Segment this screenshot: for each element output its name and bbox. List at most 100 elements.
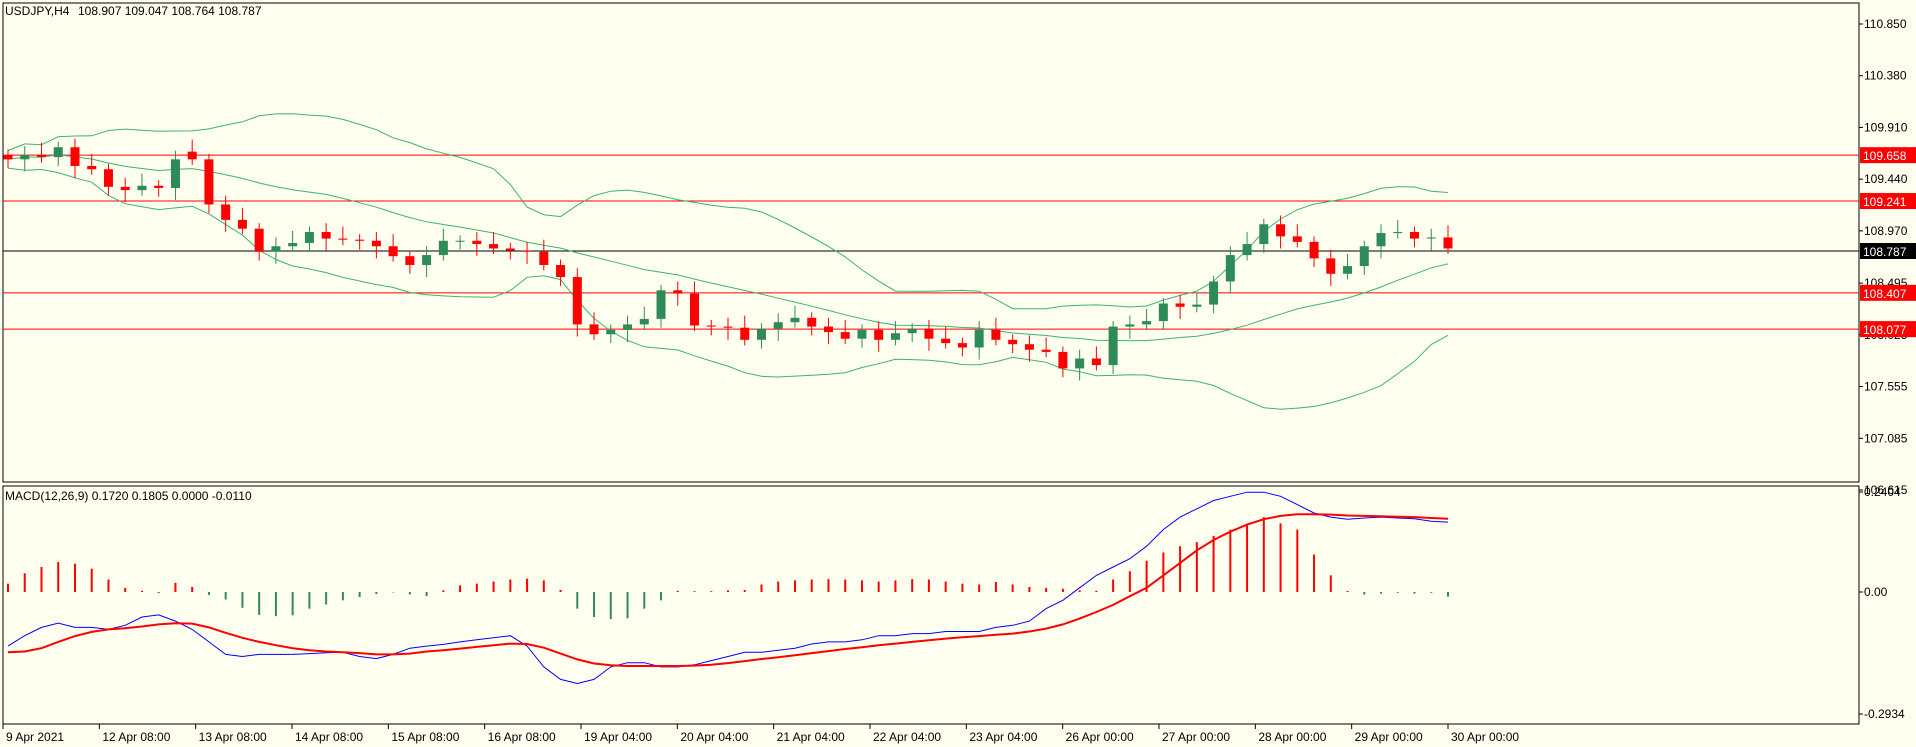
candle[interactable] (355, 234, 365, 250)
candle[interactable] (823, 317, 833, 345)
candle[interactable] (974, 321, 984, 360)
candle[interactable] (639, 306, 649, 330)
candle[interactable] (1343, 253, 1353, 280)
candle[interactable] (1125, 315, 1135, 339)
candle[interactable] (690, 281, 700, 331)
candle[interactable] (606, 324, 616, 344)
candle[interactable] (36, 142, 46, 163)
candle[interactable] (1326, 249, 1336, 286)
candle[interactable] (991, 317, 1001, 346)
candle[interactable] (522, 241, 532, 264)
candle[interactable] (957, 337, 967, 357)
time-axis-label: 19 Apr 04:00 (584, 730, 652, 744)
level-price-label: 109.241 (1863, 195, 1907, 209)
candle[interactable] (1209, 275, 1219, 314)
candle[interactable] (756, 323, 766, 349)
candle[interactable] (1192, 292, 1202, 313)
candle[interactable] (388, 234, 398, 262)
candle[interactable] (656, 284, 666, 328)
candle[interactable] (673, 281, 683, 306)
macd-panel[interactable]: 0.2404 0.00 -0.2934 (2, 485, 1905, 725)
candle[interactable] (103, 163, 113, 196)
candle[interactable] (338, 226, 348, 246)
candle[interactable] (790, 305, 800, 328)
candle[interactable] (1242, 231, 1252, 261)
candle[interactable] (1309, 236, 1319, 268)
candle[interactable] (1225, 246, 1235, 294)
candle[interactable] (288, 230, 298, 252)
candle[interactable] (1024, 335, 1034, 362)
candle-body (70, 147, 80, 166)
candle[interactable] (1091, 346, 1101, 371)
candle[interactable] (740, 315, 750, 346)
candle[interactable] (539, 239, 549, 271)
candle[interactable] (137, 173, 147, 196)
candle[interactable] (405, 250, 415, 274)
candle[interactable] (438, 228, 448, 261)
candle[interactable] (1075, 349, 1085, 381)
candle[interactable] (1443, 225, 1453, 254)
candle[interactable] (1058, 346, 1068, 378)
time-axis-label: 23 Apr 04:00 (969, 730, 1037, 744)
candle[interactable] (170, 150, 180, 201)
candle[interactable] (1410, 226, 1420, 248)
candle[interactable] (422, 246, 432, 278)
band-upper-line (7, 113, 1449, 310)
candle[interactable] (941, 326, 951, 349)
candle[interactable] (1008, 334, 1018, 354)
candle-body (237, 219, 247, 229)
candle[interactable] (304, 226, 314, 252)
candle[interactable] (472, 231, 482, 257)
candle[interactable] (271, 237, 281, 264)
candle-body (740, 327, 750, 340)
candle[interactable] (1108, 321, 1118, 374)
candle[interactable] (623, 315, 633, 343)
candle[interactable] (204, 153, 214, 214)
candle-body (991, 329, 1001, 340)
candle[interactable] (70, 138, 80, 179)
candle[interactable] (874, 321, 884, 352)
candle[interactable] (254, 223, 264, 261)
candle[interactable] (1292, 224, 1302, 248)
candle[interactable] (924, 319, 934, 351)
candle[interactable] (1393, 219, 1403, 239)
candle[interactable] (840, 319, 850, 345)
candle[interactable] (455, 235, 465, 250)
candle[interactable] (807, 312, 817, 336)
candle[interactable] (1175, 294, 1185, 319)
candle[interactable] (1259, 218, 1269, 253)
candle[interactable] (321, 223, 331, 251)
candle-body (807, 317, 817, 327)
candle[interactable] (1276, 215, 1286, 249)
candle[interactable] (589, 312, 599, 340)
candle-body (1242, 244, 1252, 256)
candle[interactable] (505, 242, 515, 260)
candle[interactable] (221, 195, 231, 232)
candle[interactable] (572, 268, 582, 337)
candle[interactable] (489, 231, 499, 254)
candle[interactable] (1158, 297, 1168, 330)
current-price-label: 108.787 (1863, 245, 1907, 259)
candle[interactable] (723, 317, 733, 340)
candle[interactable] (154, 180, 164, 197)
candle[interactable] (1359, 240, 1369, 275)
candle[interactable] (87, 153, 97, 175)
candle[interactable] (1426, 228, 1436, 251)
candle[interactable] (890, 321, 900, 346)
candle[interactable] (237, 207, 247, 235)
candle[interactable] (857, 324, 867, 348)
price-panel[interactable]: 110.850 110.380 109.910 109.440 108.970 108.4… (2, 2, 1916, 497)
candle[interactable] (53, 141, 63, 166)
candle[interactable] (1376, 224, 1386, 259)
candle[interactable] (1142, 308, 1152, 330)
candle[interactable] (187, 139, 197, 165)
candle[interactable] (556, 259, 566, 286)
candle[interactable] (773, 313, 783, 341)
candle[interactable] (907, 323, 917, 343)
candle[interactable] (3, 149, 13, 169)
candle[interactable] (706, 319, 716, 336)
candle[interactable] (20, 146, 30, 172)
candle[interactable] (120, 178, 130, 203)
candle[interactable] (371, 231, 381, 259)
candle[interactable] (1041, 337, 1051, 358)
